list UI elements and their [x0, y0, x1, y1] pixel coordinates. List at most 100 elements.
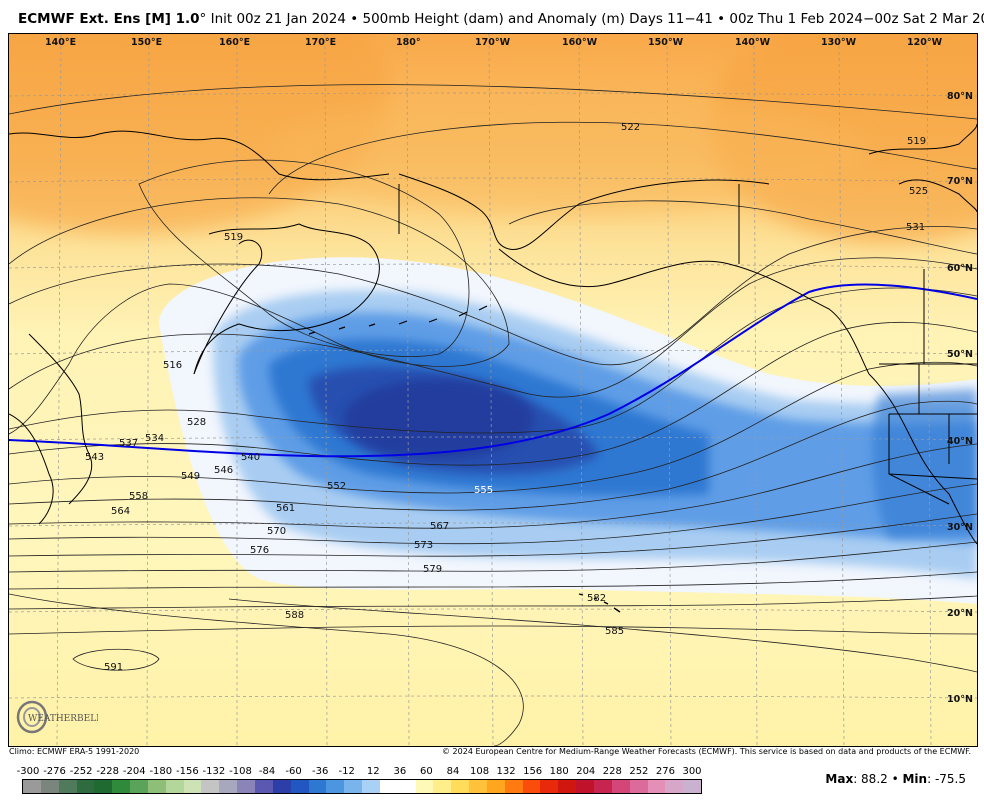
colorbar-label: -84 — [258, 766, 276, 777]
contour-label: 528 — [187, 417, 206, 428]
colorbar-swatch — [147, 780, 166, 793]
contour-label: 540 — [241, 452, 260, 463]
colorbar-label: 156 — [523, 766, 543, 777]
colorbar-swatch — [397, 780, 416, 793]
contour-label: 558 — [129, 491, 148, 502]
colorbar — [22, 779, 702, 794]
contour-label: 516 — [163, 360, 182, 371]
lat-label: 80°N — [947, 91, 973, 102]
colorbar-label: 300 — [682, 766, 702, 777]
colorbar-swatch — [362, 780, 380, 793]
colorbar-label: -132 — [202, 766, 226, 777]
colorbar-label: 84 — [446, 766, 460, 777]
copyright-note: © 2024 European Centre for Medium-Range … — [442, 747, 971, 756]
colorbar-label: -180 — [149, 766, 173, 777]
lat-label: 40°N — [947, 436, 973, 447]
lon-label: 150°W — [648, 37, 684, 48]
longitude-labels: 140°E 150°E 160°E 170°E 180° 170°W 160°W… — [45, 37, 943, 48]
coastlines — [9, 123, 977, 545]
colorbar-swatch — [629, 780, 648, 793]
colorbar-swatch — [576, 780, 594, 793]
colorbar-swatch — [201, 780, 220, 793]
colorbar-label: -204 — [122, 766, 146, 777]
contour-label: 591 — [104, 662, 123, 673]
map-title: ECMWF Ext. Ens [M] 1.0° Init 00z 21 Jan … — [18, 11, 984, 27]
colorbar-label: 252 — [629, 766, 649, 777]
colorbar-swatch — [647, 780, 666, 793]
lon-label: 160°E — [219, 37, 250, 48]
contour-label: 579 — [423, 564, 442, 575]
colorbar-label: 276 — [655, 766, 675, 777]
colorbar-label: 60 — [420, 766, 433, 777]
colorbar-label: -12 — [338, 766, 355, 777]
weatherbell-logo: WEATHERBELL — [16, 700, 98, 734]
lat-label: 50°N — [947, 349, 973, 360]
colorbar-label: -60 — [285, 766, 302, 777]
colorbar-label: 228 — [602, 766, 622, 777]
colorbar-swatch — [326, 780, 345, 793]
lon-label: 140°E — [45, 37, 76, 48]
height-contours — [9, 84, 977, 746]
lon-label: 150°E — [131, 37, 162, 48]
lon-label: 160°W — [562, 37, 598, 48]
colorbar-swatch — [219, 780, 238, 793]
colorbar-swatch — [112, 780, 131, 793]
separator: • — [887, 772, 903, 786]
climo-note: Climo: ECMWF ERA-5 1991-2020 — [9, 747, 140, 756]
contour-label: 519 — [224, 232, 243, 243]
colorbar-label: -156 — [176, 766, 199, 777]
colorbar-swatch — [308, 780, 327, 793]
colorbar-swatch — [683, 780, 702, 793]
colorbar-swatch — [130, 780, 148, 793]
hawaii-islands — [578, 593, 621, 613]
colorbar-swatch — [594, 780, 612, 793]
colorbar-swatch — [558, 780, 577, 793]
colorbar-label: -276 — [43, 766, 66, 777]
degree-symbol: ° — [199, 11, 207, 27]
lon-label: 140°W — [735, 37, 771, 48]
colorbar-swatch — [40, 780, 59, 793]
colorbar-label: 180 — [549, 766, 569, 777]
lat-label: 10°N — [947, 694, 973, 705]
colorbar-swatch — [237, 780, 255, 793]
contour-label: 564 — [111, 506, 130, 517]
contour-labels: 522 519 531 525 519 516 528 537 534 543 … — [85, 122, 928, 673]
contour-label: 588 — [285, 610, 304, 621]
lon-label: 170°W — [475, 37, 511, 48]
map-panel[interactable]: 522 519 531 525 519 516 528 537 534 543 … — [8, 33, 978, 747]
contour-label: 573 — [414, 540, 433, 551]
lon-label: 130°W — [821, 37, 857, 48]
colorbar-label: -108 — [229, 766, 252, 777]
colorbar-swatch — [94, 780, 113, 793]
lat-label: 70°N — [947, 176, 973, 187]
contour-label: 582 — [587, 593, 606, 604]
colorbar-label: -228 — [96, 766, 120, 777]
lat-label: 60°N — [947, 263, 973, 274]
colorbar-label: 108 — [469, 766, 490, 777]
colorbar-swatch — [76, 780, 95, 793]
model-name: ECMWF Ext. Ens [M] 1.0 — [18, 11, 200, 27]
colorbar-swatch — [665, 780, 684, 793]
lon-label: 170°E — [305, 37, 336, 48]
contour-label: 561 — [276, 503, 295, 514]
max-value: : 88.2 — [853, 772, 888, 786]
colorbar-swatch — [344, 780, 363, 793]
max-min-readout: Max: 88.2 • Min: -75.5 — [825, 772, 966, 786]
contour-label: 567 — [430, 521, 449, 532]
contour-label: 534 — [145, 433, 164, 444]
state-borders — [879, 269, 977, 505]
map-info: Init 00z 21 Jan 2024 • 500mb Height (dam… — [210, 11, 984, 27]
colorbar-swatch — [433, 780, 452, 793]
lat-label: 30°N — [947, 522, 973, 533]
colorbar-swatch — [23, 780, 41, 793]
colorbar-labels: -300 -276 -252 -228 -204 -180 -156 -132 -108 -84-… — [14, 766, 704, 778]
map-canvas: 522 519 531 525 519 516 528 537 534 543 … — [9, 34, 977, 746]
colorbar-swatch — [272, 780, 291, 793]
contour-label: 522 — [621, 122, 640, 133]
colorbar-swatch — [522, 780, 541, 793]
colorbar-swatch — [415, 780, 434, 793]
positive-anomaly-north — [269, 94, 869, 214]
contour-label: 555 — [474, 485, 493, 496]
colorbar-swatch — [58, 780, 77, 793]
contour-label: 537 — [119, 438, 138, 449]
